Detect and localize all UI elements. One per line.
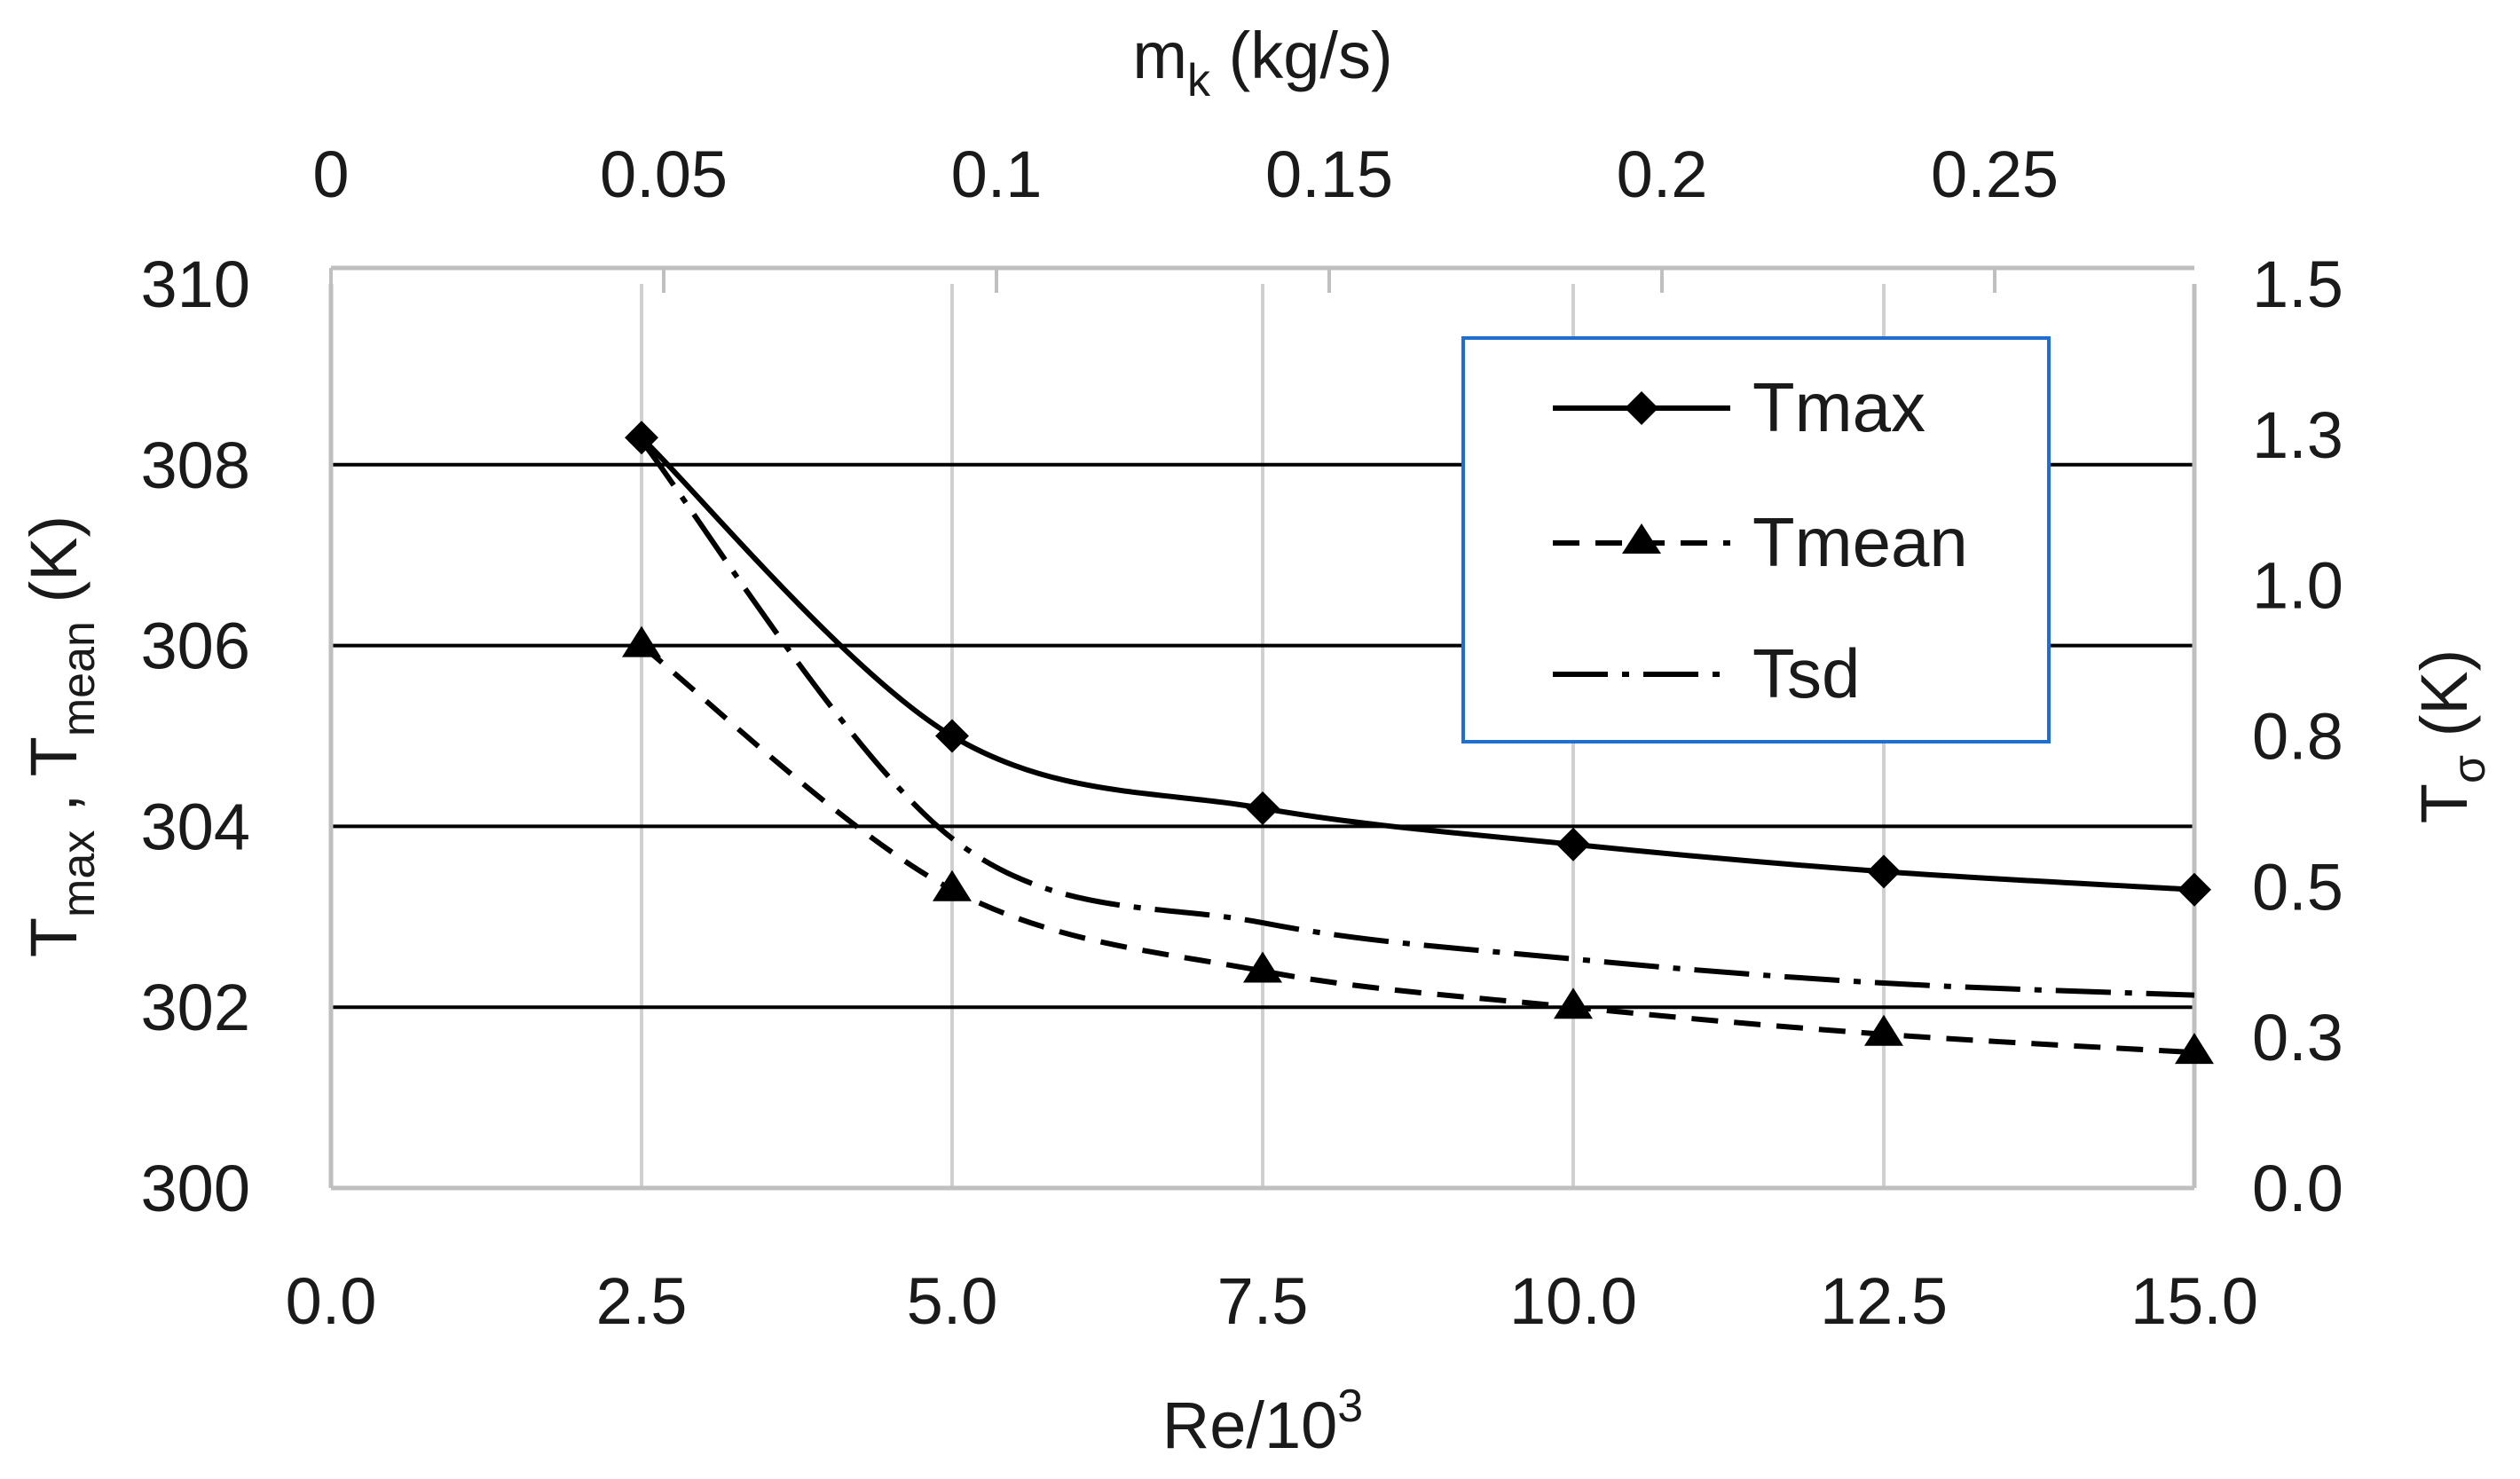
series-tsd [639,438,2195,998]
bottom-x-tick-label: 0.0 [286,1264,377,1338]
data-point-tmax [935,719,969,753]
right-y-tick-label: 1.3 [2252,398,2343,472]
top-x-tick-label: 0 [312,138,349,211]
legend: Tmax Tmean Tsd [1461,336,2051,743]
bottom-x-tick-labels: 0.0 2.5 5.0 7.5 10.0 12.5 15.0 [286,1264,2258,1338]
top-x-tick-label: 0.15 [1265,138,1393,211]
left-y-tick-label: 310 [141,248,250,321]
top-axis-title: mk (kg/s) [1132,19,1392,106]
left-y-tick-label: 306 [141,610,250,683]
data-point-tmean [2175,1033,2214,1065]
x-axis-title-main: Re/10 [1162,1389,1337,1462]
left-y-tick-label: 304 [141,790,250,863]
right-y-tick-label: 0.5 [2252,850,2343,924]
data-point-tmax [1556,827,1590,861]
left-y-tick-label: 300 [141,1152,250,1225]
legend-tmean-label: Tmean [1752,503,1968,581]
left-y-title-unit: (K) [17,515,91,621]
data-point-tmax [1867,854,1901,889]
left-y-tick-label: 302 [141,971,250,1044]
series-layer [622,421,2214,1065]
legend-tmean-marker [1622,523,1661,554]
bottom-x-tick-label: 12.5 [1820,1264,1948,1338]
x-axis-title-sup: 3 [1337,1381,1363,1432]
left-y-axis-title: Tmax , Tmean (K) [17,515,105,957]
left-y-title-t1: T [17,917,91,957]
bottom-x-tick-label: 7.5 [1217,1264,1309,1338]
left-y-title-sub1: max [53,830,105,917]
top-axis-title-sub: k [1187,55,1211,106]
bottom-x-tick-label: 10.0 [1509,1264,1637,1338]
right-y-tick-label: 0.0 [2252,1152,2343,1225]
top-x-tick-label: 0.1 [951,138,1043,211]
right-y-title-unit: (K) [2407,649,2481,755]
series-line-tmean [640,643,2195,1056]
legend-tsd-label: Tsd [1752,634,1860,712]
x-axis-title: Re/103 [1162,1381,1363,1462]
data-point-tmean [933,869,972,901]
series-line-tmax [639,436,2195,893]
left-y-tick-labels: 300 302 304 306 308 310 [141,248,250,1225]
top-x-tick-label: 0.2 [1617,138,1708,211]
right-y-tick-label: 0.3 [2252,1001,2343,1074]
right-y-axis-title: Tσ (K) [2407,649,2495,824]
left-y-tick-label: 308 [141,429,250,502]
top-axis-ticks [329,268,1996,293]
data-point-tmax [2177,872,2211,907]
right-y-tick-label: 1.5 [2252,248,2343,321]
series-line-tsd [639,438,2195,998]
left-y-title-t2: T [17,736,91,776]
top-x-tick-label: 0.05 [600,138,728,211]
series-tmax [625,421,2211,907]
left-y-title-sub2: mean [53,621,105,736]
right-y-tick-labels: 0.0 0.3 0.5 0.8 1.0 1.3 1.5 [2252,248,2343,1225]
left-y-title-sep: , [17,776,91,830]
top-x-tick-labels: 0 0.05 0.1 0.15 0.2 0.25 [312,138,2059,211]
data-point-tmean [1554,987,1593,1019]
right-y-tick-label: 1.0 [2252,549,2343,623]
top-axis-title-unit: (kg/s) [1210,19,1393,92]
legend-tmax-marker [1625,391,1658,425]
right-y-title-sub: σ [2444,755,2495,783]
top-x-tick-label: 0.25 [1931,138,2059,211]
bottom-x-tick-label: 15.0 [2130,1264,2258,1338]
top-axis-title-main: m [1132,19,1187,92]
legend-tmax-label: Tmax [1752,368,1925,446]
data-point-tmean [622,625,661,657]
data-point-tmax [1246,791,1280,826]
right-y-title-t: T [2407,783,2481,823]
data-point-tmean [1243,951,1282,983]
data-point-tmax [625,421,658,455]
data-point-tmean [1864,1014,1903,1046]
right-y-tick-label: 0.8 [2252,700,2343,774]
series-tmean [622,625,2214,1065]
bottom-x-tick-label: 2.5 [596,1264,688,1338]
bottom-x-tick-label: 5.0 [907,1264,998,1338]
